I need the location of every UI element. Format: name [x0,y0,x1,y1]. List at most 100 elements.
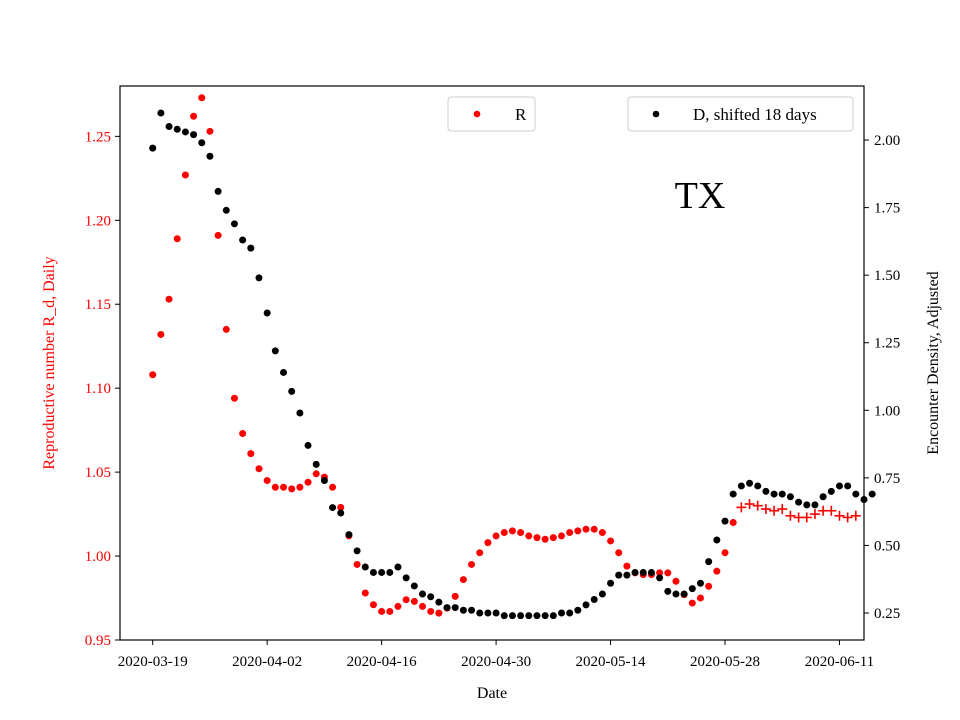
r-point [222,325,230,333]
d-point [729,490,737,498]
legend-r: R [447,96,536,132]
x-tick-label: 2020-05-28 [690,654,760,670]
d-point [615,571,623,579]
r-point [271,483,279,491]
x-tick-label: 2020-03-19 [118,654,188,670]
d-point [378,568,386,576]
right-tick-label: 1.00 [874,403,900,419]
r-plus-point [736,502,747,513]
d-point [557,609,565,617]
legend-d-box [627,96,854,132]
d-point [508,612,516,620]
d-point [492,609,500,617]
right-tick-label: 0.25 [874,606,900,622]
d-point [386,568,394,576]
d-point [173,125,181,133]
r-point [459,576,467,584]
r-plus-point [752,500,763,511]
r-plus-point [850,510,861,521]
left-tick-label: 1.00 [85,549,111,565]
d-point [230,220,238,228]
d-point [190,131,198,139]
d-point [639,568,647,576]
r-plus-point [760,504,771,515]
d-point [631,568,639,576]
left-tick-label: 1.05 [85,465,111,481]
r-point [508,527,516,535]
right-tick-label: 1.75 [874,201,900,217]
r-point [255,465,263,473]
d-point [713,536,721,544]
d-point [566,609,574,617]
d-point [459,606,467,614]
d-point [786,493,794,501]
d-point [239,236,247,244]
r-point [386,607,394,615]
r-point [337,503,345,511]
d-point [680,590,688,598]
r-point [500,529,508,537]
x-axis-ticks: 2020-03-19 2020-04-02 2020-04-16 2020-04-30… [118,640,874,670]
x-tick-label: 2020-04-02 [232,654,302,670]
r-point [574,527,582,535]
r-point [566,529,574,537]
r-point [517,529,525,537]
r-point [435,609,443,617]
r-point [149,371,157,379]
d-point [664,587,672,595]
d-point [827,487,835,495]
r-point [468,560,476,568]
d-point [598,590,606,598]
d-point [754,482,762,490]
r-point [598,529,606,537]
d-point [296,409,304,417]
left-axis-ticks: 0.95 1.00 1.05 1.10 1.15 1.20 1.25 [85,129,120,649]
r-point [157,330,165,338]
r-point [427,607,435,615]
right-tick-label: 1.25 [874,336,900,352]
r-plus-point [744,499,755,510]
r-point [525,532,533,540]
r-plus-point [785,510,796,521]
d-point [206,152,214,160]
r-point [288,485,296,493]
legend-d-marker [652,110,660,118]
d-point [247,244,255,252]
r-point [378,607,386,615]
r-point [181,171,189,179]
x-axis-title: Date [477,685,507,702]
d-point [443,604,451,612]
right-tick-label: 2.00 [874,133,900,149]
r-point [361,589,369,597]
d-point [623,571,631,579]
d-point [288,387,296,395]
d-point [320,477,328,485]
r-point [615,549,623,557]
d-point [149,144,157,152]
r-point [394,602,402,610]
r-point [230,394,238,402]
d-point [582,601,590,609]
left-tick-label: 1.15 [85,297,111,313]
d-point [476,609,484,617]
data-marks [149,94,876,620]
r-point [696,594,704,602]
d-point [762,487,770,495]
r-point [451,592,459,600]
r-point [247,450,255,458]
r-point [312,470,320,478]
d-point [868,490,876,498]
d-point [345,531,353,539]
x-tick-label: 2020-04-16 [347,654,417,670]
d-point [312,460,320,468]
d-point [647,568,655,576]
d-point [157,109,165,117]
r-point [729,518,737,526]
d-point [419,590,427,598]
d-point [835,482,843,490]
r-point [402,596,410,604]
x-tick-label: 2020-05-14 [576,654,646,670]
d-point [525,612,533,620]
d-point [746,479,754,487]
